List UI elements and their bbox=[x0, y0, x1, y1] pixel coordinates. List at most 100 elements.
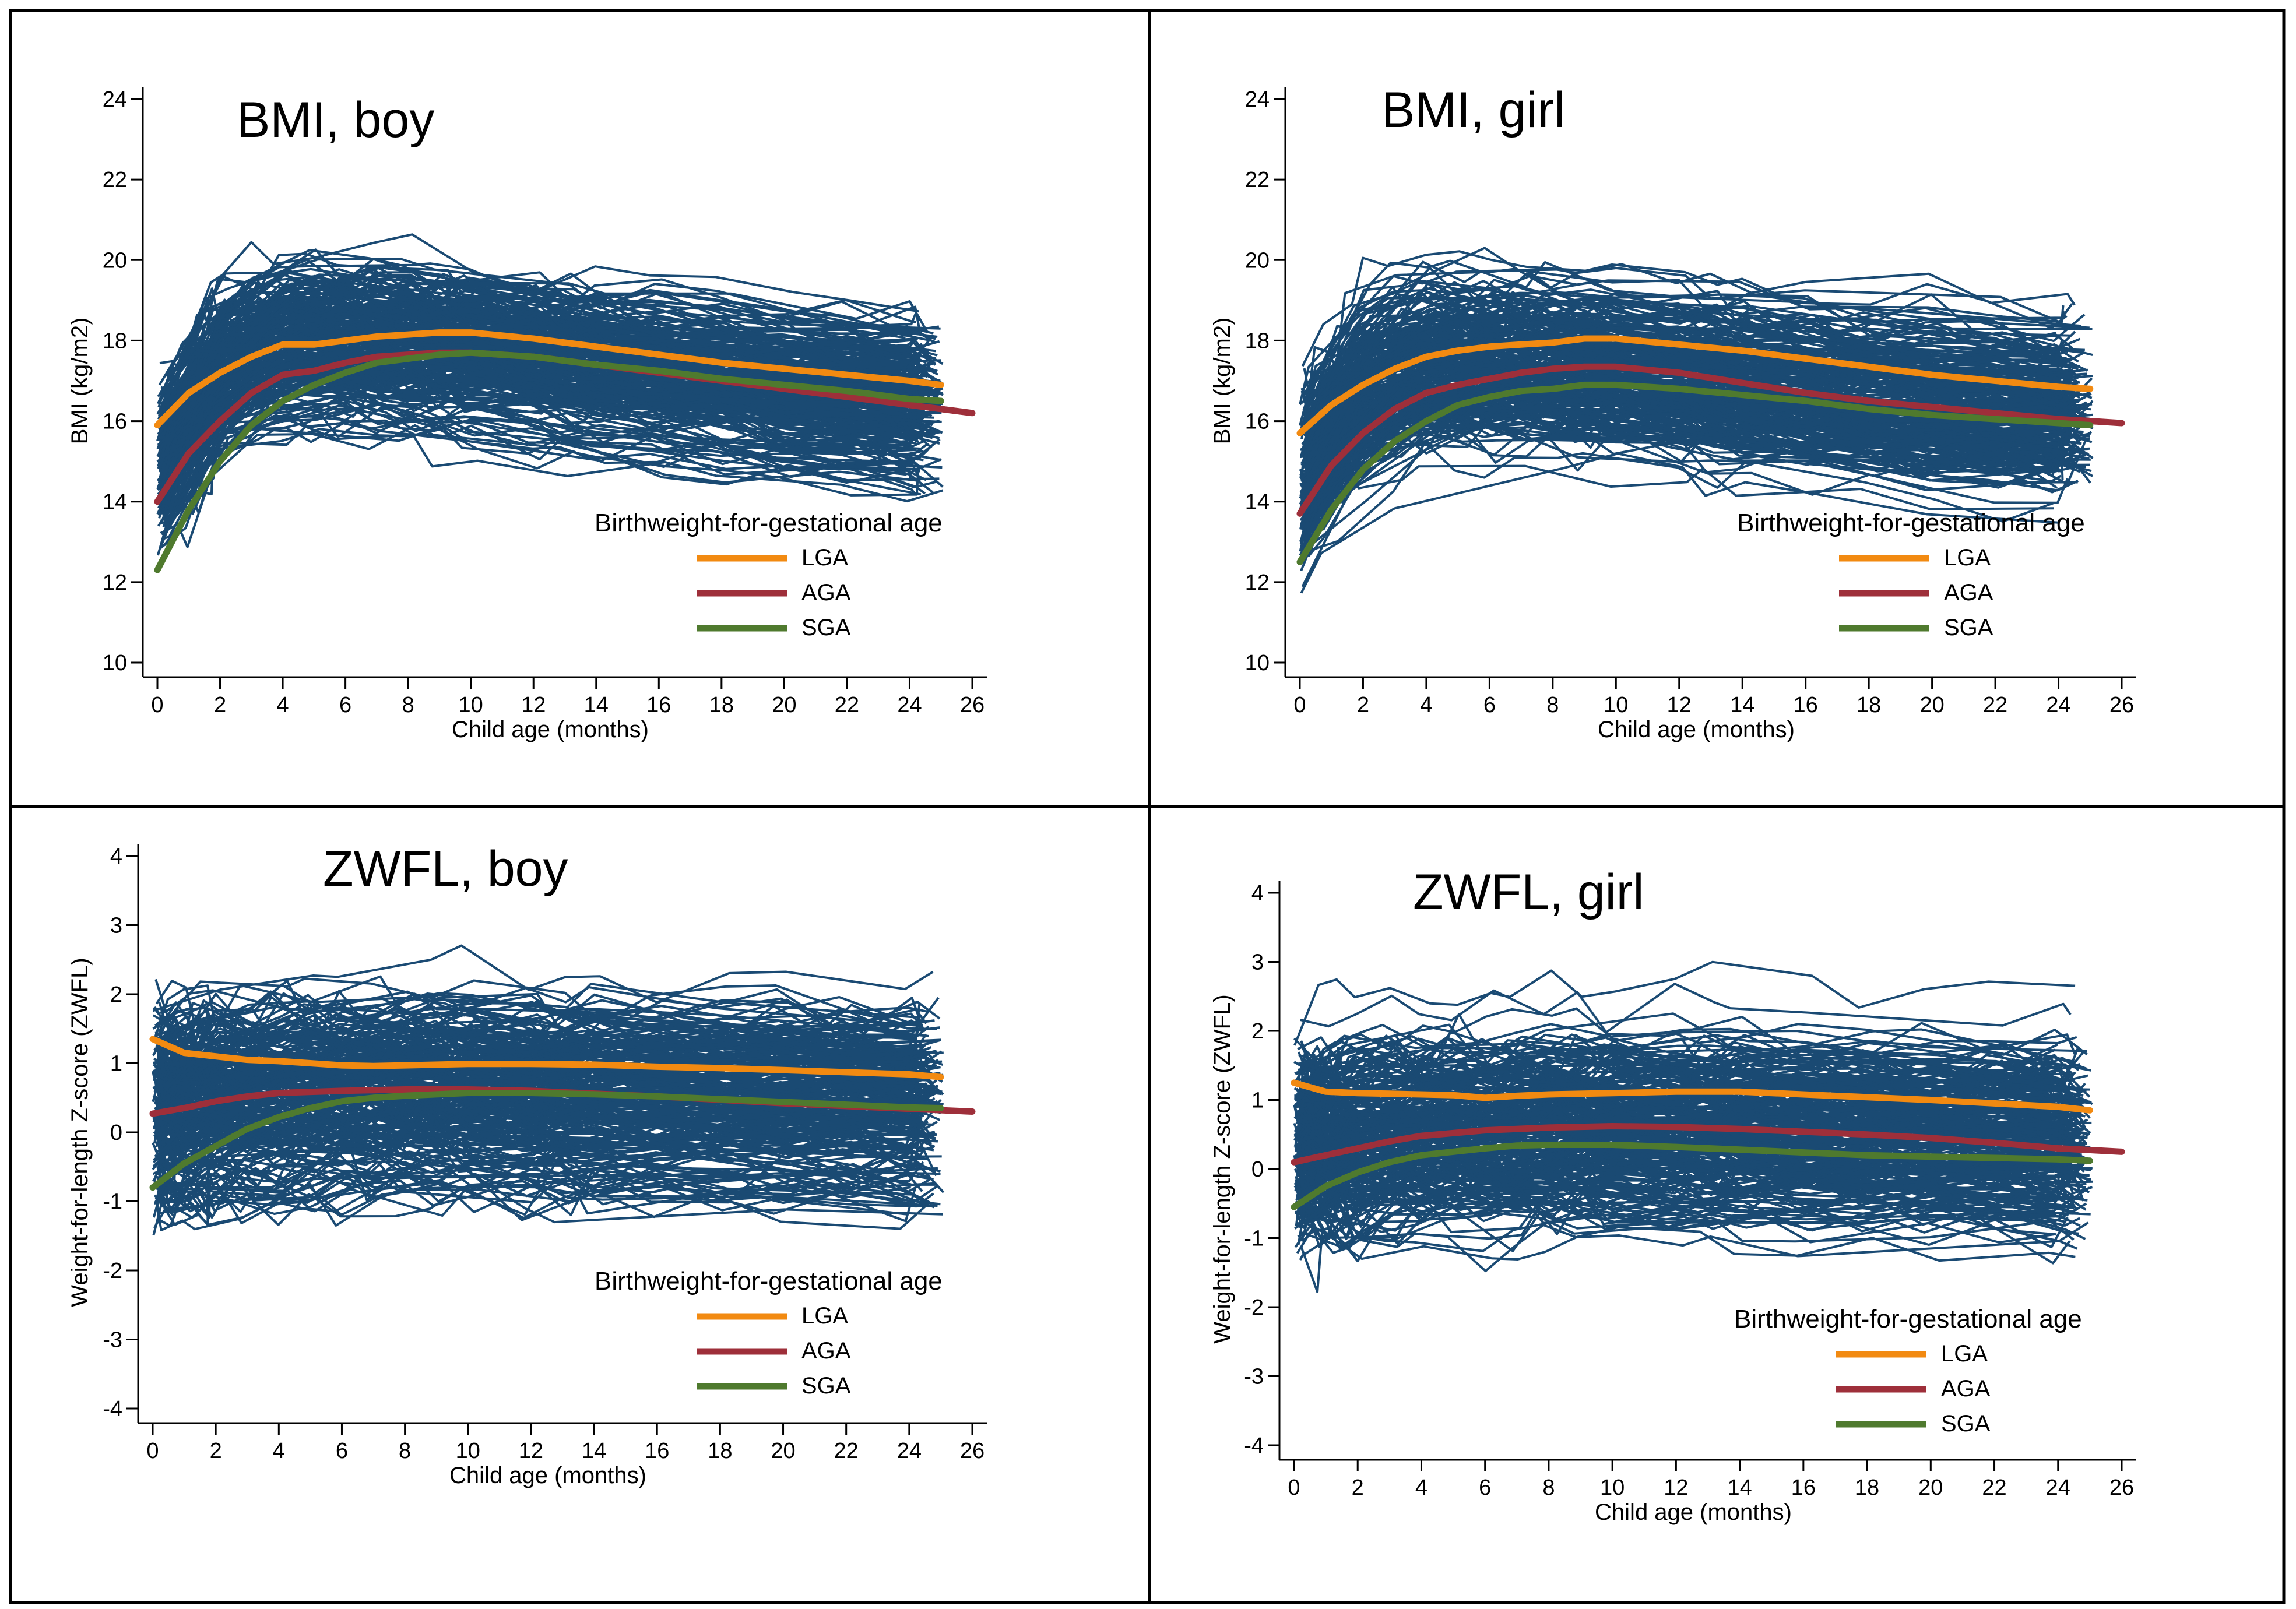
individual-trajectory bbox=[154, 975, 921, 1038]
legend-label-sga: SGA bbox=[801, 1373, 851, 1399]
x-tick-label: 16 bbox=[1794, 693, 1818, 717]
individual-trajectory bbox=[1307, 420, 2062, 554]
x-tick-label: 20 bbox=[1919, 693, 1944, 717]
individual-trajectory bbox=[1300, 1065, 2087, 1121]
mean-line-aga bbox=[1296, 363, 2125, 517]
y-tick-label: 4 bbox=[1251, 881, 1264, 906]
y-tick-label: 12 bbox=[1245, 571, 1270, 595]
y-axis-title: BMI (kg/m2) bbox=[1209, 318, 1235, 445]
y-tick-label: -3 bbox=[103, 1328, 122, 1353]
individual-trajectory bbox=[1303, 406, 2069, 548]
individual-trajectory bbox=[159, 1118, 910, 1152]
legend: Birthweight-for-gestational age LGA AGA SGA bbox=[595, 509, 943, 640]
y-axis-title: BMI (kg/m2) bbox=[67, 318, 93, 445]
individual-trajectory bbox=[1304, 318, 2063, 449]
individual-trajectory bbox=[157, 1043, 930, 1096]
individual-trajectory bbox=[1307, 421, 2062, 557]
individual-trajectory bbox=[1300, 280, 2093, 410]
x-tick-label: 10 bbox=[1600, 1476, 1625, 1500]
x-tick-label: 26 bbox=[960, 1439, 984, 1463]
x-axis-title: Child age (months) bbox=[449, 1463, 646, 1488]
x-tick-label: 4 bbox=[1415, 1476, 1427, 1500]
individual-trajectory bbox=[156, 1141, 912, 1202]
x-tick-label: 14 bbox=[584, 693, 609, 717]
individual-trajectory bbox=[1299, 1191, 2057, 1251]
x-tick-label: 0 bbox=[1288, 1476, 1300, 1500]
individual-trajectory bbox=[1299, 267, 2090, 426]
x-tick-label: 12 bbox=[519, 1439, 543, 1463]
panel-title: BMI, girl bbox=[1381, 82, 1565, 138]
individual-trajectory bbox=[152, 1163, 926, 1218]
x-tick-label: 14 bbox=[582, 1439, 606, 1463]
individual-trajectory bbox=[1302, 1224, 2078, 1272]
individual-trajectory bbox=[159, 1091, 908, 1147]
x-tick-label: 0 bbox=[151, 693, 163, 717]
x-tick-label: 24 bbox=[2046, 1476, 2070, 1500]
individual-trajectory bbox=[159, 1119, 920, 1155]
individual-trajectory bbox=[158, 1083, 937, 1150]
y-tick-label: 2 bbox=[110, 983, 122, 1007]
legend-title: Birthweight-for-gestational age bbox=[595, 509, 943, 537]
x-tick-label: 12 bbox=[1664, 1476, 1688, 1500]
x-tick-label: 4 bbox=[277, 693, 289, 717]
x-tick-label: 8 bbox=[402, 693, 414, 717]
individual-trajectory bbox=[1301, 464, 2054, 587]
legend-label-sga: SGA bbox=[1941, 1411, 1991, 1437]
individual-trajectory bbox=[153, 1005, 937, 1067]
legend-label-aga: AGA bbox=[1941, 1376, 1991, 1402]
mean-line-sga bbox=[154, 349, 944, 573]
mean-line-sga bbox=[1291, 1142, 2093, 1210]
legend: Birthweight-for-gestational age LGA AGA SGA bbox=[1734, 1305, 2082, 1437]
individual-trajectory bbox=[1302, 364, 2068, 496]
individual-trajectory bbox=[159, 303, 919, 469]
y-tick-label: 24 bbox=[103, 87, 127, 112]
y-tick-label: 0 bbox=[1251, 1157, 1264, 1182]
legend-label-sga: SGA bbox=[1944, 615, 1993, 640]
x-tick-label: 20 bbox=[772, 693, 796, 717]
y-tick-label: 1 bbox=[1251, 1089, 1264, 1113]
individual-trajectory bbox=[160, 362, 920, 498]
x-tick-label: 26 bbox=[960, 693, 984, 717]
y-tick-label: 10 bbox=[103, 651, 127, 675]
y-tick-label: -3 bbox=[1244, 1365, 1264, 1389]
individual-trajectory bbox=[160, 1094, 913, 1153]
panel-title: ZWFL, boy bbox=[323, 841, 568, 897]
individual-trajectory bbox=[157, 266, 935, 397]
individual-trajectory bbox=[164, 249, 936, 378]
x-tick-label: 26 bbox=[2109, 693, 2134, 717]
mean-line-lga bbox=[149, 1036, 944, 1080]
y-tick-label: 4 bbox=[110, 844, 122, 869]
mean-line-aga bbox=[1291, 1123, 2125, 1166]
y-tick-label: 18 bbox=[103, 329, 127, 353]
x-axis-title: Child age (months) bbox=[452, 717, 649, 742]
individual-trajectory bbox=[1306, 404, 2076, 531]
legend: Birthweight-for-gestational age LGA AGA SGA bbox=[1737, 509, 2085, 640]
individual-trajectory bbox=[1307, 272, 2086, 395]
y-tick-label: -2 bbox=[103, 1259, 122, 1283]
x-tick-label: 10 bbox=[459, 693, 483, 717]
individual-trajectory bbox=[163, 424, 920, 546]
x-tick-label: 2 bbox=[214, 693, 226, 717]
y-tick-label: -4 bbox=[1244, 1434, 1264, 1458]
individual-trajectory bbox=[159, 1159, 933, 1219]
individual-trajectory bbox=[153, 1182, 906, 1229]
individual-trajectory bbox=[160, 1028, 916, 1083]
individual-trajectory bbox=[164, 278, 916, 406]
individual-trajectory bbox=[161, 365, 942, 508]
y-tick-label: 22 bbox=[1245, 168, 1270, 192]
x-tick-label: 18 bbox=[1857, 693, 1881, 717]
mean-line-sga bbox=[149, 1090, 944, 1191]
individual-trajectory bbox=[1306, 357, 2090, 480]
individual-trajectory bbox=[152, 944, 934, 1012]
legend-label-lga: LGA bbox=[801, 545, 848, 571]
y-tick-label: 0 bbox=[110, 1121, 122, 1145]
y-tick-label: 16 bbox=[1245, 410, 1270, 434]
y-tick-label: 10 bbox=[1245, 651, 1270, 675]
individual-trajectory bbox=[158, 233, 919, 386]
x-tick-label: 2 bbox=[210, 1439, 222, 1463]
